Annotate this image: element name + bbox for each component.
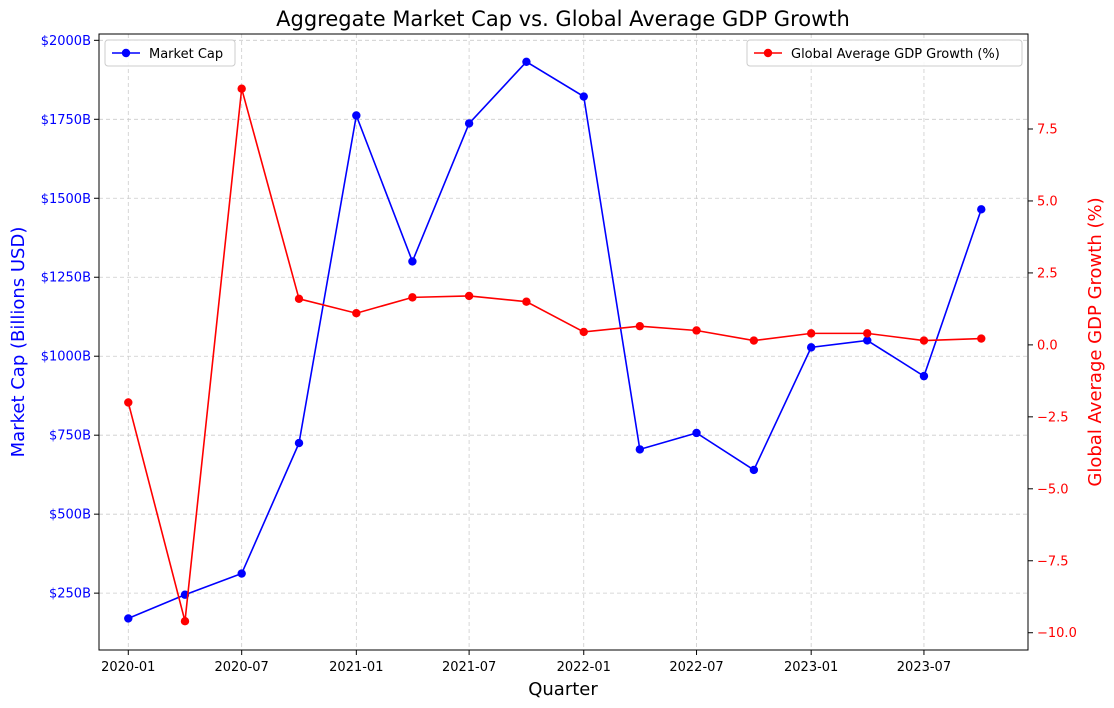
gdp-growth-point [977,334,986,343]
x-tick-label: 2022-01 [557,660,611,675]
right-tick-label: −7.5 [1037,554,1069,569]
legend-left: Market Cap [104,39,236,67]
legend-right-label: Global Average GDP Growth (%) [791,47,1000,62]
market-cap-point [294,438,304,448]
market-cap-point [749,465,759,475]
x-tick-label: 2021-01 [329,660,383,675]
gdp-growth-point [464,291,474,301]
right-tick-label: −5.0 [1037,482,1069,497]
market-cap-point [522,57,531,66]
left-axis-label: Market Cap (Billions USD) [8,227,29,458]
right-tick-label: 7.5 [1037,122,1058,137]
right-tick-label: 5.0 [1037,194,1058,209]
x-tick-label: 2020-07 [215,660,269,675]
gdp-growth-point [237,84,246,93]
gdp-growth-point [124,398,133,407]
legend-right-marker [763,48,773,58]
market-cap-point [124,614,133,623]
x-tick-label: 2023-01 [784,660,838,675]
plot-frame [98,33,1029,651]
left-axis-ticks: $250B $500B $750B $1000B $1250B $1500B $1750B $… [41,34,99,602]
x-tick-label: 2020-01 [101,660,155,675]
gdp-growth-point [692,326,701,335]
grid [99,34,1028,650]
left-tick-label: $500B [49,508,91,523]
market-cap-point [977,205,986,214]
market-cap-point [863,336,872,345]
legend-right-box [746,39,1023,67]
right-tick-label: −10.0 [1037,626,1077,641]
legend-left-marker [121,48,131,58]
gdp-growth-series [124,84,986,626]
right-tick-label: 2.5 [1037,266,1058,281]
legend-left-label: Market Cap [149,47,223,62]
right-tick-label: −2.5 [1037,410,1069,425]
chart-title: Aggregate Market Cap vs. Global Average … [276,7,850,31]
market-cap-line [127,60,983,620]
market-cap-point [464,119,474,128]
market-cap-point [919,371,929,381]
market-cap-point [635,445,645,454]
gdp-growth-point [352,309,361,318]
market-cap-point [237,569,246,578]
right-tick-label: 0.0 [1037,338,1058,353]
x-axis-label: Quarter [528,679,598,700]
market-cap-series [124,57,986,623]
right-axis-ticks: −10.0 −7.5 −5.0 −2.5 0.0 2.5 5.0 7.5 [1028,122,1077,641]
gdp-growth-line [127,88,982,622]
x-tick-label: 2022-07 [669,660,723,675]
gdp-growth-point [408,293,417,302]
left-tick-label: $2000B [41,34,91,49]
left-tick-label: $1250B [41,271,91,286]
left-tick-label: $1750B [41,113,91,128]
gdp-growth-point [180,617,190,626]
x-tick-label: 2021-07 [442,660,496,675]
market-cap-point [352,111,361,120]
market-cap-point [806,343,816,352]
left-tick-label: $1500B [41,192,91,207]
x-tick-label: 2023-07 [897,660,951,675]
gdp-growth-point [863,329,872,338]
legend-right: Global Average GDP Growth (%) [746,39,1023,67]
market-cap-point [579,92,588,101]
x-axis-ticks: 2020-01 2020-07 2021-01 2021-07 2022-01 2022-… [101,650,951,675]
market-cap-point [692,428,701,438]
gdp-growth-point [294,294,304,304]
gdp-growth-point [635,321,645,331]
gdp-growth-point [806,329,816,338]
gdp-growth-point [579,327,588,337]
gdp-growth-point [919,336,929,345]
gdp-growth-point [749,336,759,345]
left-tick-label: $1000B [41,350,91,365]
gdp-growth-point [522,297,531,306]
left-tick-label: $750B [49,429,91,444]
left-tick-label: $250B [49,587,91,602]
legend-left-box [104,39,236,67]
market-cap-point [408,257,417,266]
right-axis-label: Global Average GDP Growth (%) [1085,197,1106,486]
